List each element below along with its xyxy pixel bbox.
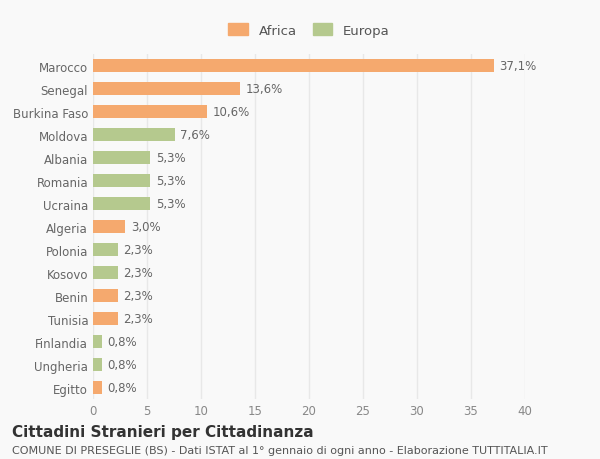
Bar (93, 60, 494, 73)
Bar (93, 313, 118, 325)
Bar (93, 129, 175, 142)
Text: 5,3%: 5,3% (155, 175, 185, 188)
Text: 0,8%: 0,8% (107, 358, 137, 371)
Text: 13,6%: 13,6% (245, 83, 283, 96)
Bar (93, 336, 101, 348)
Text: 5,3%: 5,3% (155, 198, 185, 211)
Text: 2,3%: 2,3% (123, 313, 153, 325)
Text: 5,3%: 5,3% (155, 152, 185, 165)
Bar (93, 267, 118, 280)
Text: 0,8%: 0,8% (107, 381, 137, 394)
Text: 0,8%: 0,8% (107, 336, 137, 348)
Bar (93, 152, 150, 165)
Bar (93, 358, 101, 371)
Text: COMUNE DI PRESEGLIE (BS) - Dati ISTAT al 1° gennaio di ogni anno - Elaborazione : COMUNE DI PRESEGLIE (BS) - Dati ISTAT al… (12, 445, 548, 455)
Text: Cittadini Stranieri per Cittadinanza: Cittadini Stranieri per Cittadinanza (12, 425, 314, 440)
Text: 3,0%: 3,0% (131, 221, 160, 234)
Bar (93, 106, 208, 119)
Bar (93, 381, 101, 394)
Text: 37,1%: 37,1% (499, 60, 536, 73)
Text: 2,3%: 2,3% (123, 290, 153, 302)
Bar (93, 290, 118, 302)
Text: 10,6%: 10,6% (213, 106, 250, 119)
Bar (93, 198, 150, 211)
Bar (93, 175, 150, 188)
Bar (93, 83, 240, 96)
Bar (93, 244, 118, 257)
Text: 2,3%: 2,3% (123, 267, 153, 280)
Bar (93, 221, 125, 234)
Text: 2,3%: 2,3% (123, 244, 153, 257)
Text: 7,6%: 7,6% (181, 129, 211, 142)
Legend: Africa, Europa: Africa, Europa (224, 20, 394, 42)
